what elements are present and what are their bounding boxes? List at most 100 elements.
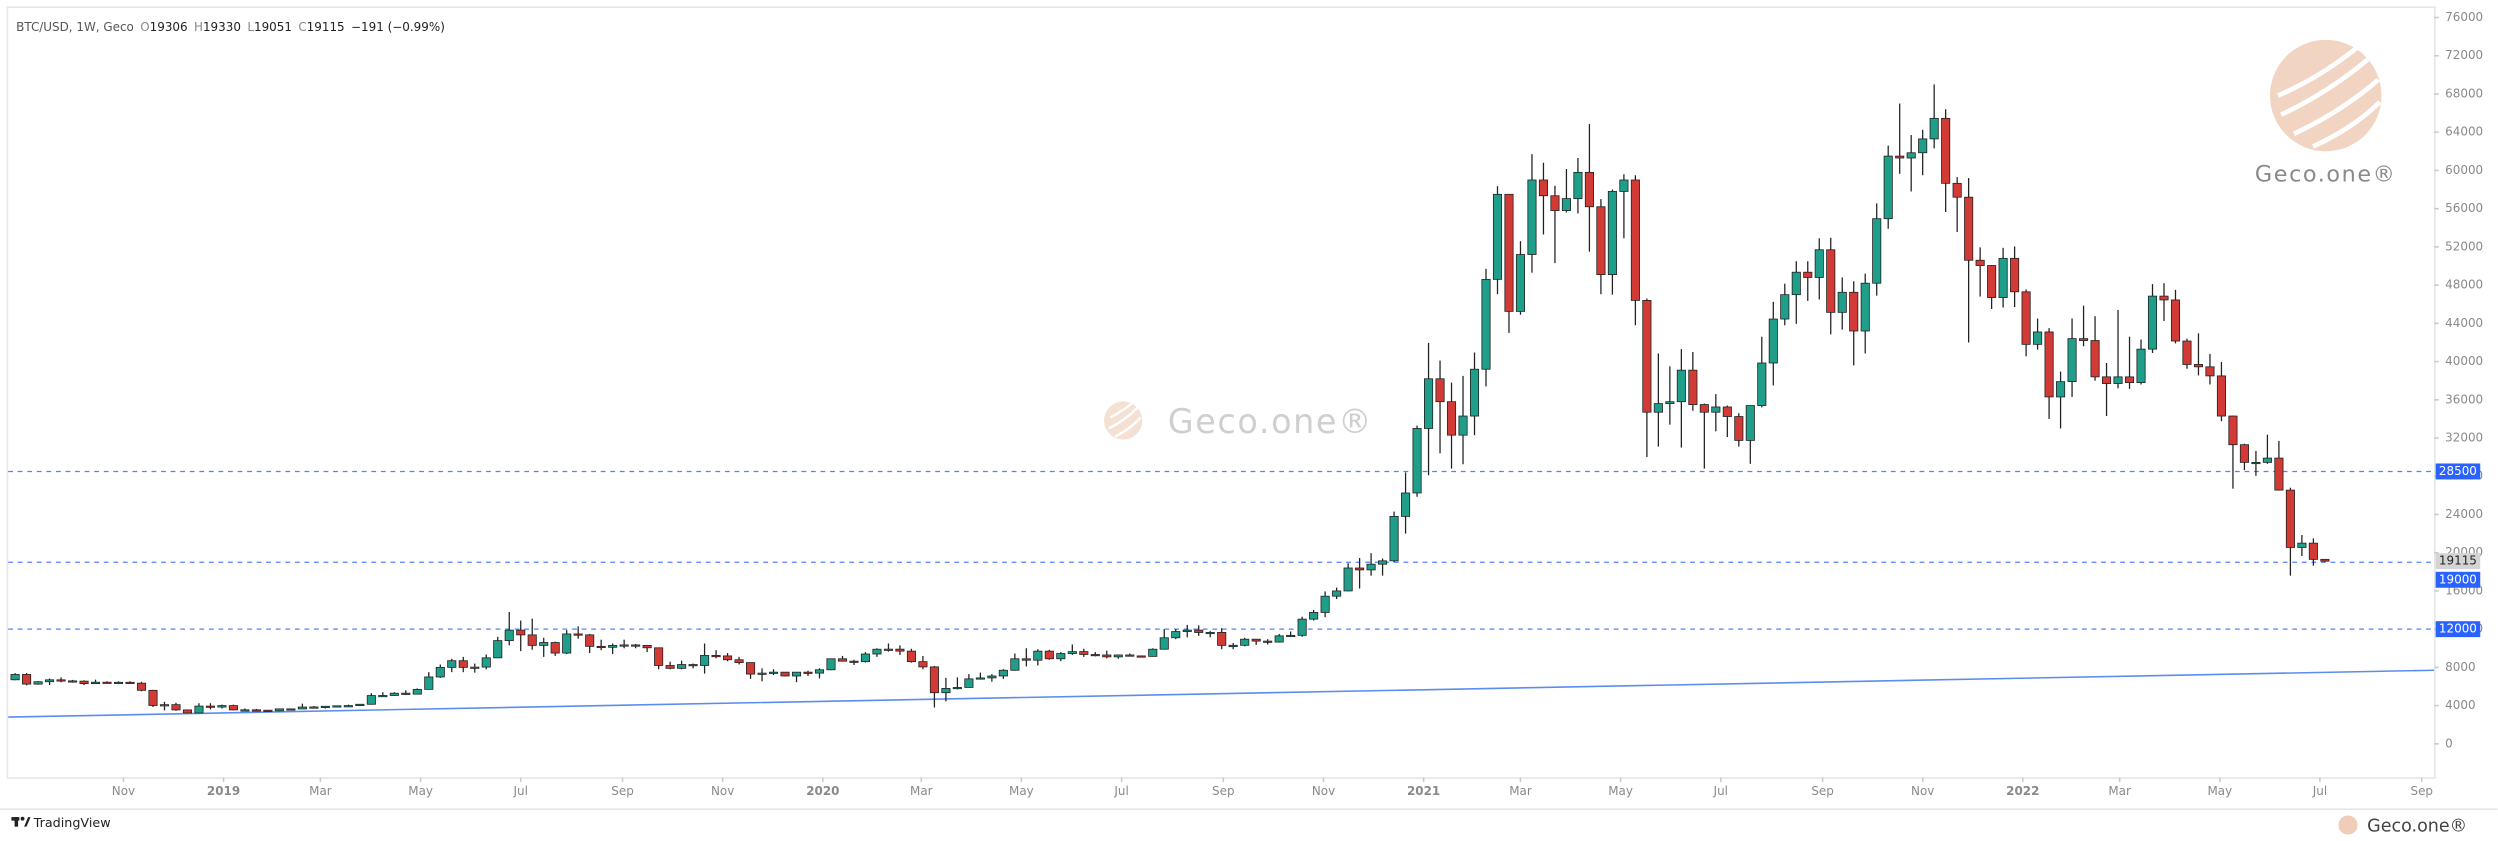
candle-body [171,704,181,711]
candle-body [493,640,503,659]
candle-body [1791,271,1801,296]
candle-body [1378,560,1388,565]
price-level-label: 19000 [2439,572,2477,586]
candle-body [1952,182,1962,198]
candle-body [1837,291,1847,313]
candle-body [2285,489,2295,548]
ohlc-value: 19306 [150,20,188,34]
candle-body [332,705,342,708]
candle-body [125,681,135,684]
candle-body [1159,637,1169,650]
ohlc-label: L [247,20,254,34]
candle-body [1711,406,1721,413]
candle-body [217,705,227,708]
candle-body [1872,218,1882,284]
candle-body [297,706,307,710]
candle-body [1492,193,1503,280]
candle-body [1240,638,1250,646]
x-tick-label: Jul [1113,784,1128,798]
candle-body [2113,376,2123,384]
candle-body [1148,648,1158,657]
ohlc-label: O [140,20,149,34]
y-tick-label: 76000 [2445,10,2483,24]
candle-body [2170,299,2181,342]
candle-body [1998,257,2008,298]
candle-body [1286,634,1296,638]
candle-body [355,703,365,707]
candle-body [182,709,193,714]
candle-body [860,653,871,663]
candle-body [10,674,20,681]
candle-body [1217,632,1227,646]
candle-body [435,666,445,678]
candle-body [1941,117,1951,184]
candle-body [2216,375,2226,417]
candle-body [1642,300,1652,413]
footer-logo-text: Geco.one® [2367,817,2467,837]
candle-body [1515,254,1526,312]
candle-body [1182,629,1192,632]
candle-body [263,709,273,712]
candle-body [814,669,825,674]
candle-body [929,666,939,694]
y-tick-label: 24000 [2445,507,2483,521]
y-tick-label: 36000 [2445,392,2483,406]
candle-body [68,680,78,683]
candle-body [1056,653,1066,660]
x-tick-label: May [2208,784,2233,798]
candle-body [1538,179,1548,197]
candle-body [757,672,767,675]
candle-body [1780,294,1790,320]
ohlc-value: 19051 [254,20,292,34]
candle-body [2193,364,2204,368]
candle-body [2136,348,2146,383]
y-tick-label: 64000 [2445,125,2483,139]
x-tick-label: 2020 [806,784,839,798]
y-tick-label: 52000 [2445,239,2483,253]
candle-body [1630,179,1640,301]
candle-body [2056,381,2066,398]
candle-body [1688,369,1698,405]
candle-body [2147,295,2158,350]
candle-body [1401,492,1411,517]
candle-body [688,664,698,667]
candle-body [56,679,66,682]
candle-body [2102,376,2112,384]
candle-body [2033,331,2043,345]
x-tick-label: Jul [2312,784,2327,798]
y-tick-label: 72000 [2445,48,2483,62]
x-tick-label: Jul [1713,784,1728,798]
candle-body [1803,271,1813,278]
candle-body [470,666,480,669]
candle-body [1745,405,1755,441]
candle-body [2021,291,2031,345]
x-tick-label: Sep [611,784,634,798]
candle-body [251,709,261,712]
candle-body [113,681,124,684]
candle-body [286,708,296,711]
candle-body [1044,650,1054,660]
candle-body [918,661,928,668]
candle-body [1481,278,1491,370]
candle-body [2067,338,2077,383]
y-tick-label: 60000 [2445,163,2483,177]
candle-body [1113,654,1123,658]
ohlc-value: 19330 [203,20,241,34]
footer-logo [2338,815,2358,835]
candle-body [677,664,687,669]
candle-body [1918,138,1928,154]
candle-body [2010,257,2020,293]
x-tick-label: Sep [2410,784,2433,798]
candle-body [585,634,595,647]
candle-body [1389,515,1399,562]
y-tick-label: 44000 [2445,316,2483,330]
candle-body [378,695,388,698]
candle-body [2182,340,2192,365]
center-logo [1104,400,1143,440]
candle-body [458,660,468,668]
trend-line [8,669,2435,718]
candle-body [1964,196,1974,261]
